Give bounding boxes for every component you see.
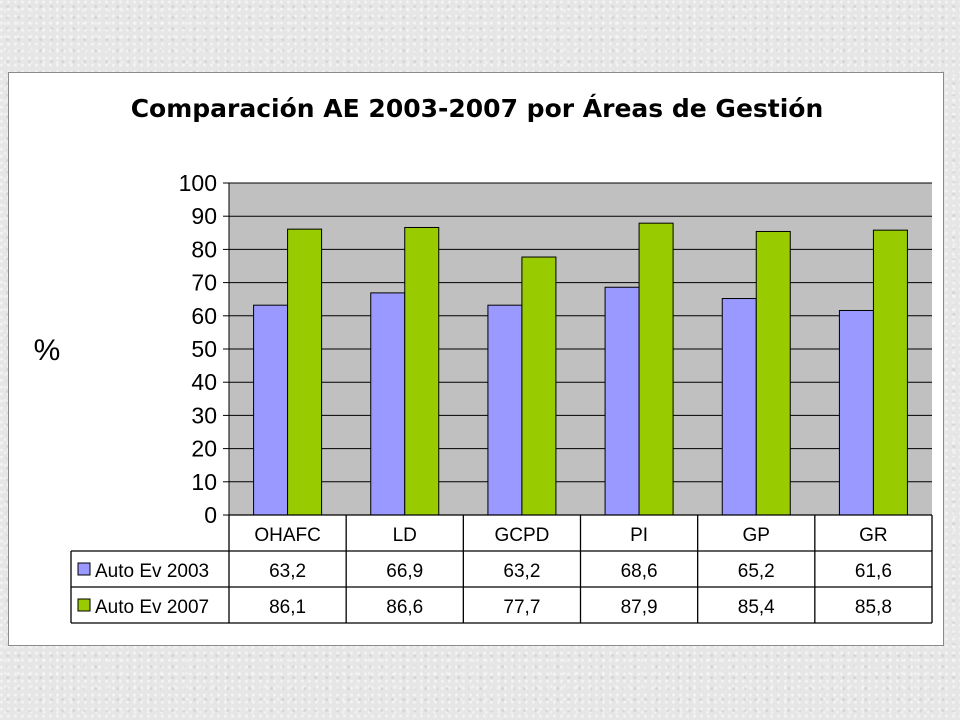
y-tick-label: 90: [191, 203, 217, 229]
y-tick-label: 40: [191, 369, 217, 395]
data-label: 63,2: [269, 561, 306, 582]
x-category-label: LD: [393, 525, 417, 546]
bar-ohafc-series-2: [287, 228, 323, 516]
data-label: 65,2: [738, 561, 775, 582]
data-label: 86,1: [269, 597, 306, 618]
y-tick-label: 30: [191, 402, 217, 428]
bar-gp-series-2: [755, 230, 791, 516]
y-axis-label: %: [34, 334, 61, 367]
data-label: 86,6: [386, 597, 423, 618]
y-tick-label: 60: [191, 303, 217, 329]
data-label: 85,4: [738, 597, 775, 618]
y-tick-label: 0: [204, 502, 217, 528]
bar-gcpd-series-2: [521, 256, 557, 516]
bar-gr-series-2: [872, 229, 908, 516]
data-label: 63,2: [503, 561, 540, 582]
chart-svg: Comparación AE 2003-2007 por Áreas de Ge…: [34, 94, 933, 624]
data-label: 61,6: [855, 561, 892, 582]
y-tick-label: 80: [191, 236, 217, 262]
x-category-label: GP: [743, 525, 770, 546]
y-tick-label: 100: [179, 170, 217, 196]
bar-ld-series-1: [370, 292, 406, 516]
y-tick-label: 10: [191, 469, 217, 495]
x-category-label: GR: [859, 525, 888, 546]
plot-area: 0 10 20 30 40 50 60 70 80 90 100 OHAFC LD GCPD PI GP GR A…: [70, 170, 933, 624]
data-label: 85,8: [855, 597, 892, 618]
data-label: 68,6: [621, 561, 658, 582]
y-tick-label: 50: [191, 336, 217, 362]
bar-pi-series-2: [638, 222, 674, 516]
x-category-label: GCPD: [494, 525, 549, 546]
data-label: 66,9: [386, 561, 423, 582]
bar-ohafc-series-1: [253, 304, 289, 516]
legend-swatch-series-2: [77, 598, 91, 612]
bar-gr-series-1: [838, 309, 874, 516]
bar-pi-series-1: [604, 286, 640, 516]
legend-label-series-2: Auto Ev 2007: [95, 597, 209, 618]
data-label: 77,7: [503, 597, 540, 618]
bar-gp-series-1: [721, 298, 757, 516]
bar-gcpd-series-1: [487, 304, 523, 516]
y-tick-label: 70: [191, 270, 217, 296]
legend-swatch-series-1: [77, 562, 91, 576]
chart-title: Comparación AE 2003-2007 por Áreas de Ge…: [131, 94, 824, 123]
y-tick-label: 20: [191, 436, 217, 462]
x-category-label: PI: [630, 525, 648, 546]
data-label: 87,9: [621, 597, 658, 618]
legend-label-series-1: Auto Ev 2003: [95, 561, 209, 582]
x-category-label: OHAFC: [254, 525, 321, 546]
chart-panel: Comparación AE 2003-2007 por Áreas de Ge…: [8, 72, 944, 646]
bar-ld-series-2: [404, 226, 440, 516]
